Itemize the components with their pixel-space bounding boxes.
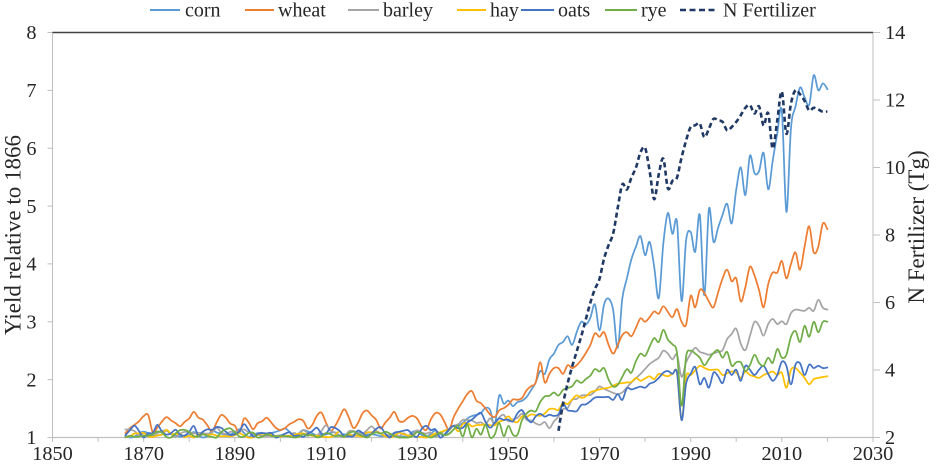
svg-text:1: 1 (26, 427, 36, 449)
svg-text:6: 6 (26, 138, 36, 160)
svg-text:Yield relative to 1866: Yield relative to 1866 (1, 135, 26, 335)
svg-text:wheat: wheat (278, 0, 326, 22)
svg-text:12: 12 (885, 90, 905, 112)
svg-text:hay: hay (490, 0, 519, 22)
svg-text:rye: rye (641, 0, 667, 22)
svg-text:oats: oats (558, 0, 590, 22)
svg-text:1910: 1910 (306, 443, 347, 461)
svg-text:1890: 1890 (215, 443, 256, 461)
svg-text:2: 2 (26, 369, 36, 391)
svg-text:1930: 1930 (397, 443, 438, 461)
svg-text:1950: 1950 (488, 443, 529, 461)
svg-text:8: 8 (885, 225, 895, 247)
svg-text:1990: 1990 (670, 443, 711, 461)
svg-text:8: 8 (26, 22, 36, 44)
svg-text:N Fertilizer (Tg): N Fertilizer (Tg) (904, 150, 929, 303)
svg-text:1850: 1850 (32, 443, 73, 461)
svg-text:2030: 2030 (853, 443, 894, 461)
svg-text:5: 5 (26, 196, 36, 218)
svg-text:4: 4 (885, 360, 895, 382)
svg-text:2010: 2010 (762, 443, 803, 461)
svg-text:corn: corn (185, 0, 221, 22)
svg-text:1970: 1970 (579, 443, 620, 461)
svg-text:1870: 1870 (123, 443, 164, 461)
svg-text:7: 7 (26, 80, 36, 102)
svg-text:6: 6 (885, 292, 895, 314)
svg-text:barley: barley (383, 0, 433, 22)
svg-text:2: 2 (885, 427, 895, 449)
svg-text:14: 14 (885, 22, 905, 44)
svg-text:4: 4 (26, 254, 36, 276)
svg-text:3: 3 (26, 312, 36, 334)
svg-text:N Fertilizer: N Fertilizer (723, 0, 816, 22)
svg-text:10: 10 (885, 157, 905, 179)
